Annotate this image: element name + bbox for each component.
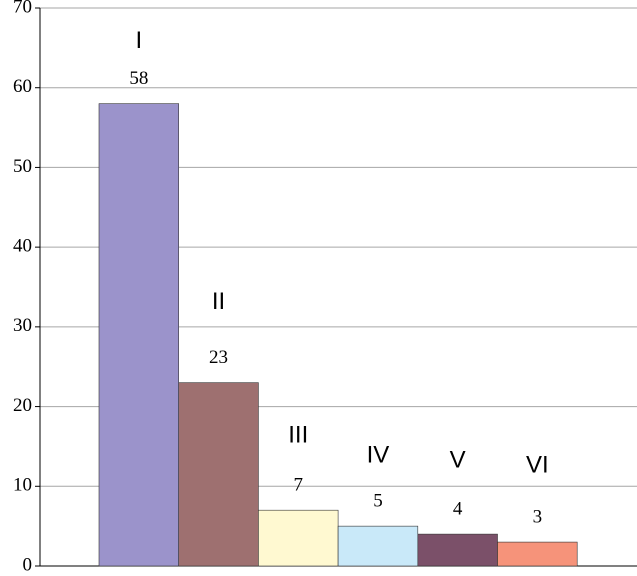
y-tick-label: 0 — [23, 554, 33, 575]
value-label: 3 — [533, 506, 543, 527]
value-label: 5 — [373, 491, 383, 512]
category-label: II — [212, 288, 225, 315]
category-label: VI — [526, 451, 549, 478]
y-tick-label: 40 — [13, 236, 32, 257]
bar — [178, 382, 259, 567]
y-tick-label: 20 — [13, 395, 32, 416]
bar — [337, 525, 419, 567]
bar — [258, 509, 339, 567]
category-label: IV — [367, 441, 390, 468]
category-label: V — [450, 446, 466, 473]
value-label: 58 — [129, 68, 148, 89]
category-label: III — [288, 422, 308, 449]
bar — [98, 103, 179, 567]
y-tick-label: 50 — [13, 156, 32, 177]
y-tick-label: 60 — [13, 76, 32, 97]
y-tick-label: 10 — [13, 475, 32, 496]
value-label: 7 — [294, 475, 304, 496]
value-label: 23 — [209, 347, 228, 368]
y-tick-label: 70 — [13, 0, 32, 17]
bar — [497, 541, 578, 567]
y-tick-label: 30 — [13, 315, 32, 336]
value-label: 4 — [453, 498, 463, 519]
bar — [417, 533, 498, 567]
category-label: I — [136, 27, 143, 54]
